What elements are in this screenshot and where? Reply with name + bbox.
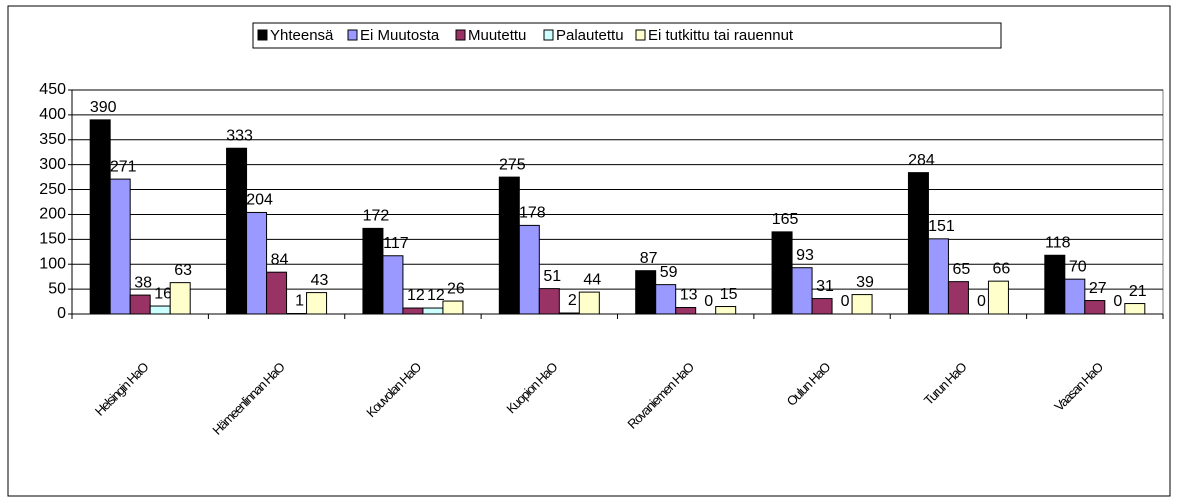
bar [1084, 300, 1106, 315]
value-label: 38 [134, 274, 152, 291]
bar [771, 231, 793, 315]
value-label: 63 [174, 262, 192, 279]
y-tick-label: 200 [39, 206, 66, 223]
value-label: 16 [154, 285, 172, 302]
bar [382, 255, 404, 315]
y-tick-label: 0 [57, 305, 66, 322]
value-label: 0 [704, 293, 713, 310]
value-label: 117 [383, 235, 409, 252]
bar [1124, 303, 1146, 315]
bar [715, 306, 737, 315]
bar [149, 305, 171, 315]
bar [947, 281, 969, 315]
y-tick-label: 250 [39, 181, 66, 198]
value-label: 275 [499, 156, 526, 173]
legend-label: Ei tutkittu tai rauennut [648, 27, 794, 44]
y-tick-label: 350 [39, 131, 66, 148]
bar [791, 267, 813, 315]
legend-swatch [543, 29, 554, 41]
y-tick-label: 150 [39, 231, 66, 248]
bar [109, 178, 131, 315]
bar [518, 224, 540, 315]
value-label: 15 [720, 286, 738, 303]
bar [538, 288, 560, 315]
bar [226, 147, 248, 315]
bar [851, 294, 873, 315]
y-tick-label: 450 [39, 81, 66, 98]
y-tick-label: 300 [39, 156, 66, 173]
value-label: 51 [543, 268, 561, 285]
bar [266, 271, 288, 315]
value-label: 165 [772, 211, 799, 228]
value-label: 12 [407, 287, 425, 304]
bar [558, 312, 580, 315]
y-tick-label: 50 [48, 280, 66, 297]
legend-swatch [257, 29, 268, 41]
value-label: 271 [110, 158, 137, 175]
bar [987, 280, 1009, 315]
bar [422, 307, 444, 315]
value-label: 2 [568, 292, 577, 309]
bar [578, 291, 600, 315]
value-label: 284 [908, 152, 935, 169]
value-label: 39 [856, 274, 874, 291]
value-label: 0 [841, 293, 850, 310]
bar [306, 292, 328, 315]
value-label: 151 [928, 218, 955, 235]
bar [498, 176, 520, 315]
y-tick-label: 100 [39, 255, 66, 272]
value-label: 118 [1045, 234, 1071, 251]
value-label: 31 [816, 278, 834, 295]
value-label: 93 [796, 247, 814, 264]
bar [1064, 278, 1086, 315]
legend-swatch [635, 29, 646, 41]
legend-label: Ei Muutosta [360, 27, 440, 44]
legend-box [252, 22, 1002, 49]
value-label: 0 [977, 293, 986, 310]
value-label: 12 [427, 287, 445, 304]
value-label: 84 [271, 251, 289, 268]
value-label: 87 [640, 250, 658, 267]
value-label: 70 [1069, 258, 1087, 275]
y-tick-label: 400 [39, 106, 66, 123]
bar [635, 270, 657, 315]
value-label: 172 [363, 208, 390, 225]
bar [362, 227, 384, 315]
bar [129, 294, 151, 315]
bar [89, 119, 111, 315]
value-label: 44 [583, 271, 601, 288]
value-label: 43 [311, 272, 329, 289]
value-label: 65 [953, 261, 971, 278]
legend-swatch [347, 29, 358, 41]
value-label: 1 [295, 293, 304, 310]
bar [675, 307, 697, 315]
value-label: 333 [226, 127, 253, 144]
bar [169, 282, 191, 315]
value-label: 390 [90, 99, 117, 116]
value-label: 13 [680, 287, 698, 304]
value-label: 59 [660, 264, 678, 281]
legend-swatch [455, 29, 466, 41]
bar [402, 307, 424, 315]
bar [907, 172, 929, 315]
bar [927, 238, 949, 315]
legend-label: Yhteensä [270, 27, 334, 44]
value-label: 0 [1113, 293, 1122, 310]
value-label: 204 [246, 192, 273, 209]
bar [655, 284, 677, 315]
legend-label: Muutettu [468, 27, 526, 44]
legend-label: Palautettu [556, 27, 624, 44]
value-label: 27 [1089, 280, 1107, 297]
bar [442, 300, 464, 315]
value-label: 21 [1129, 283, 1147, 300]
bar [811, 298, 833, 315]
bar [1044, 254, 1066, 315]
bar [246, 211, 268, 315]
value-label: 178 [519, 205, 546, 222]
value-label: 26 [447, 280, 465, 297]
value-label: 66 [993, 260, 1011, 277]
